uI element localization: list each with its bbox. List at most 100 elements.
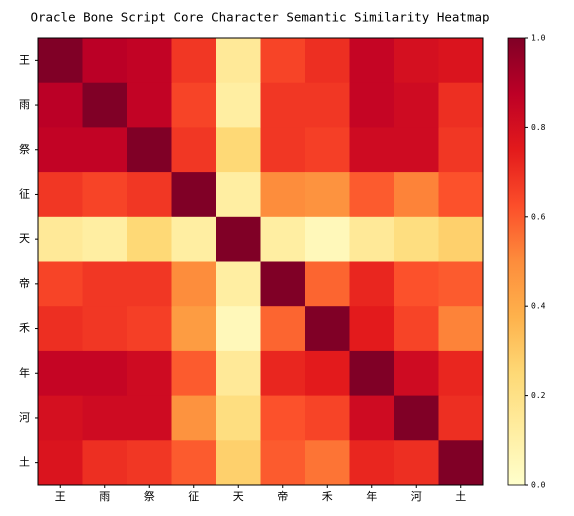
heat-cell — [438, 350, 484, 397]
chart-title: Oracle Bone Script Core Character Semant… — [30, 10, 489, 25]
colorbar-tick-label: 1.0 — [531, 34, 546, 43]
heat-cell — [260, 172, 306, 218]
x-tick-label: 雨 — [99, 490, 110, 503]
heat-cell — [394, 82, 439, 128]
heat-cell — [216, 127, 261, 173]
y-tick-label: 土 — [19, 456, 30, 469]
heat-cell — [305, 82, 350, 128]
heat-cell — [216, 440, 261, 486]
heat-cell — [260, 306, 306, 352]
heat-cell — [438, 82, 484, 128]
heat-cell — [171, 306, 217, 352]
colorbar-tick-label: 0.4 — [531, 302, 546, 311]
heat-cell — [82, 127, 128, 173]
heat-cell — [216, 306, 261, 352]
heat-cell — [38, 82, 83, 128]
y-tick-label: 帝 — [19, 276, 30, 290]
heat-cell — [216, 38, 261, 84]
heat-cell — [260, 395, 306, 441]
heat-cell — [82, 172, 128, 218]
x-tick-label: 王 — [55, 490, 66, 503]
heat-cell — [171, 350, 217, 397]
x-tick-label: 河 — [411, 490, 422, 503]
heat-cell — [349, 440, 395, 486]
heat-cell — [394, 261, 439, 307]
heat-cell — [260, 261, 306, 307]
heat-cell — [394, 216, 439, 262]
heat-cell — [171, 440, 217, 486]
heat-cell — [305, 127, 350, 173]
heat-cell — [38, 350, 83, 397]
heat-cell — [127, 172, 172, 218]
heat-cell — [171, 261, 217, 307]
heat-cell — [127, 38, 172, 84]
heat-cell — [260, 127, 306, 173]
heat-cell — [216, 261, 261, 307]
heat-cell — [171, 172, 217, 218]
heat-cell — [127, 440, 172, 486]
heat-cell — [305, 306, 350, 352]
x-tick-label: 征 — [188, 490, 199, 503]
heat-cell — [82, 261, 128, 307]
heat-cell — [349, 395, 395, 441]
heat-cell — [82, 440, 128, 486]
y-tick-label: 年 — [19, 365, 30, 379]
x-tick-label: 土 — [455, 490, 466, 503]
heat-cell — [82, 38, 128, 84]
heat-cell — [349, 82, 395, 128]
y-tick-label: 征 — [19, 187, 30, 200]
x-tick-label: 帝 — [277, 489, 288, 503]
heat-cell — [349, 350, 395, 397]
heat-cell — [216, 82, 261, 128]
heat-cell — [127, 306, 172, 352]
y-tick-label: 河 — [19, 411, 30, 424]
heat-cell — [82, 82, 128, 128]
y-tick-label: 禾 — [19, 322, 30, 335]
heat-cell — [349, 172, 395, 218]
heat-cell — [394, 350, 439, 397]
heat-cell — [305, 261, 350, 307]
heat-cell — [38, 38, 83, 84]
heat-cell — [171, 127, 217, 173]
heat-cell — [216, 350, 261, 397]
heat-cell — [38, 306, 83, 352]
heat-cell — [438, 127, 484, 173]
colorbar-tick-label: 0.6 — [531, 212, 546, 221]
colorbar — [507, 37, 526, 486]
heat-cell — [349, 306, 395, 352]
heat-cell — [260, 440, 306, 486]
heat-cell — [394, 306, 439, 352]
heat-cell — [127, 82, 172, 128]
heat-cell — [260, 350, 306, 397]
heat-cell — [171, 82, 217, 128]
heat-cell — [438, 395, 484, 441]
x-tick-label: 禾 — [322, 490, 333, 503]
heat-cell — [38, 127, 83, 173]
plot-frame — [37, 37, 484, 486]
heat-cell — [349, 261, 395, 307]
heat-cell — [349, 38, 395, 84]
heat-cell — [82, 216, 128, 262]
heat-cell — [38, 216, 83, 262]
heat-cell — [38, 440, 83, 486]
heat-cell — [394, 440, 439, 486]
heat-cell — [438, 306, 484, 352]
y-tick-label: 雨 — [19, 98, 30, 111]
heat-cell — [171, 216, 217, 262]
heat-cell — [394, 395, 439, 441]
heat-cell — [438, 38, 484, 84]
heat-cell — [127, 216, 172, 262]
heat-cell — [260, 82, 306, 128]
heat-cell — [127, 350, 172, 397]
heat-cell — [349, 127, 395, 173]
heat-cell — [305, 440, 350, 486]
heat-cell — [349, 216, 395, 262]
heat-cell — [127, 395, 172, 441]
heat-cell — [127, 261, 172, 307]
heat-cell — [171, 38, 217, 84]
heat-cell — [216, 172, 261, 218]
heat-cell — [260, 216, 306, 262]
colorbar-tick-label: 0.0 — [531, 481, 546, 490]
heat-cell — [82, 350, 128, 397]
